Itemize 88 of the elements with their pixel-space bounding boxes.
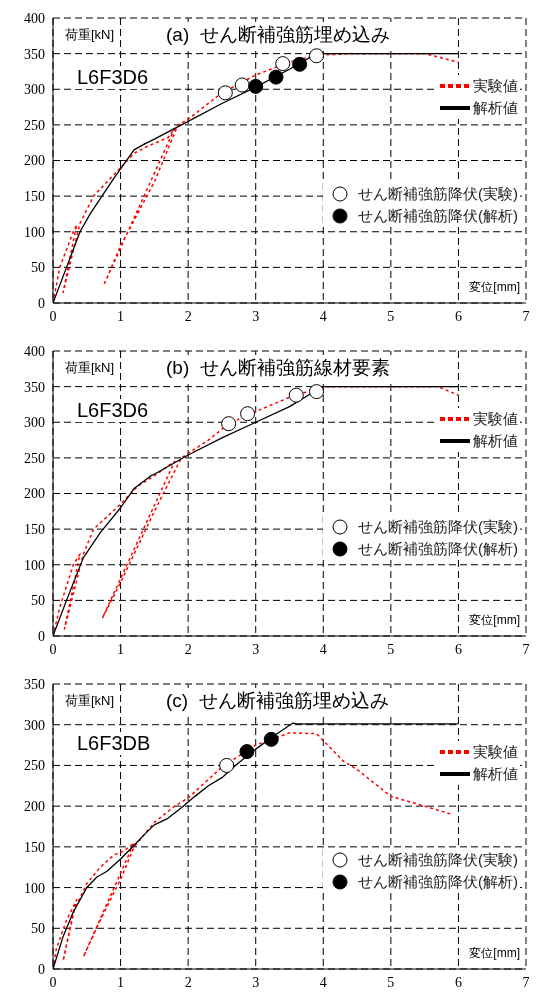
x-axis-title: 変位[mm] [467, 279, 522, 296]
chart-title: (c) せん断補強筋埋め込み [163, 688, 392, 714]
legend-label: せん断補強筋降伏(解析) [358, 872, 518, 892]
point [309, 48, 325, 64]
x-tick-label: 2 [184, 308, 192, 324]
x-tick-label: 1 [117, 641, 125, 657]
y-axis-title: 荷重[kN] [63, 359, 117, 377]
point [263, 731, 279, 747]
y-tick-label: 0 [38, 961, 45, 977]
chart-title: (b) せん断補強筋線材要素 [163, 355, 393, 381]
y-axis-title: 荷重[kN] [63, 692, 117, 710]
y-tick-label: 400 [24, 343, 45, 359]
x-tick-label: 0 [49, 641, 57, 657]
point [268, 69, 284, 85]
x-tick-label: 3 [252, 974, 260, 990]
chart-title: (a) せん断補強筋埋め込み [163, 22, 393, 48]
annotation: L6F3D6 [75, 66, 151, 89]
y-tick-label: 0 [38, 295, 45, 311]
y-tick-label: 150 [24, 839, 45, 855]
point [309, 384, 325, 400]
legend-label: 実験値 [473, 742, 518, 762]
x-axis-title: 変位[mm] [467, 945, 522, 962]
y-tick-label: 350 [24, 676, 45, 692]
y-tick-label: 50 [31, 593, 45, 609]
point [275, 56, 291, 72]
y-tick-label: 300 [24, 415, 45, 431]
x-tick-label: 7 [522, 641, 530, 657]
x-tick-label: 5 [387, 641, 395, 657]
y-tick-label: 250 [24, 450, 45, 466]
point [288, 387, 304, 403]
y-tick-label: 350 [24, 379, 45, 395]
legend-label: 解析値 [473, 764, 518, 784]
y-tick-label: 100 [24, 557, 45, 573]
y-tick-label: 200 [24, 153, 45, 169]
x-tick-label: 3 [252, 308, 260, 324]
y-tick-label: 100 [24, 880, 45, 896]
x-tick-label: 7 [522, 308, 530, 324]
legend-label: せん断補強筋降伏(解析) [358, 206, 518, 226]
legend-label: せん断補強筋降伏(実験) [358, 517, 518, 537]
x-tick-label: 6 [454, 308, 462, 324]
y-tick-label: 50 [31, 921, 45, 937]
legend-label: 実験値 [473, 409, 518, 429]
legend-label: 解析値 [473, 431, 518, 451]
x-tick-label: 5 [387, 974, 395, 990]
point [234, 77, 250, 93]
point [239, 744, 255, 760]
point [219, 757, 235, 773]
x-tick-label: 4 [319, 974, 327, 990]
point [292, 56, 308, 72]
y-tick-label: 100 [24, 224, 45, 240]
y-tick-label: 200 [24, 799, 45, 815]
annotation: L6F3DB [75, 732, 153, 755]
y-tick-label: 50 [31, 260, 45, 276]
legend-label: せん断補強筋降伏(解析) [358, 539, 518, 559]
x-tick-label: 5 [387, 308, 395, 324]
y-tick-label: 300 [24, 717, 45, 733]
y-tick-label: 250 [24, 117, 45, 133]
x-tick-label: 2 [184, 641, 192, 657]
y-tick-label: 400 [24, 10, 45, 26]
x-tick-label: 6 [454, 641, 462, 657]
x-axis-title: 変位[mm] [467, 612, 522, 629]
x-tick-label: 4 [319, 308, 327, 324]
x-tick-label: 6 [454, 974, 462, 990]
y-tick-label: 350 [24, 46, 45, 62]
point [240, 406, 256, 422]
y-tick-label: 150 [24, 522, 45, 538]
y-tick-label: 300 [24, 82, 45, 98]
legend-label: せん断補強筋降伏(実験) [358, 184, 518, 204]
point [217, 85, 233, 101]
legend-label: 解析値 [473, 98, 518, 118]
point [221, 416, 237, 432]
x-tick-label: 1 [117, 308, 125, 324]
legend-label: せん断補強筋降伏(実験) [358, 850, 518, 870]
y-tick-label: 250 [24, 758, 45, 774]
x-tick-label: 2 [184, 974, 192, 990]
y-tick-label: 200 [24, 486, 45, 502]
y-axis-title: 荷重[kN] [63, 26, 117, 44]
point [248, 78, 264, 94]
y-tick-label: 0 [38, 628, 45, 644]
x-tick-label: 4 [319, 641, 327, 657]
x-tick-label: 7 [522, 974, 530, 990]
y-tick-label: 150 [24, 189, 45, 205]
x-tick-label: 0 [49, 308, 57, 324]
x-tick-label: 0 [49, 974, 57, 990]
x-tick-label: 3 [252, 641, 260, 657]
legend-label: 実験値 [473, 76, 518, 96]
x-tick-label: 1 [117, 974, 125, 990]
annotation: L6F3D6 [75, 399, 151, 422]
